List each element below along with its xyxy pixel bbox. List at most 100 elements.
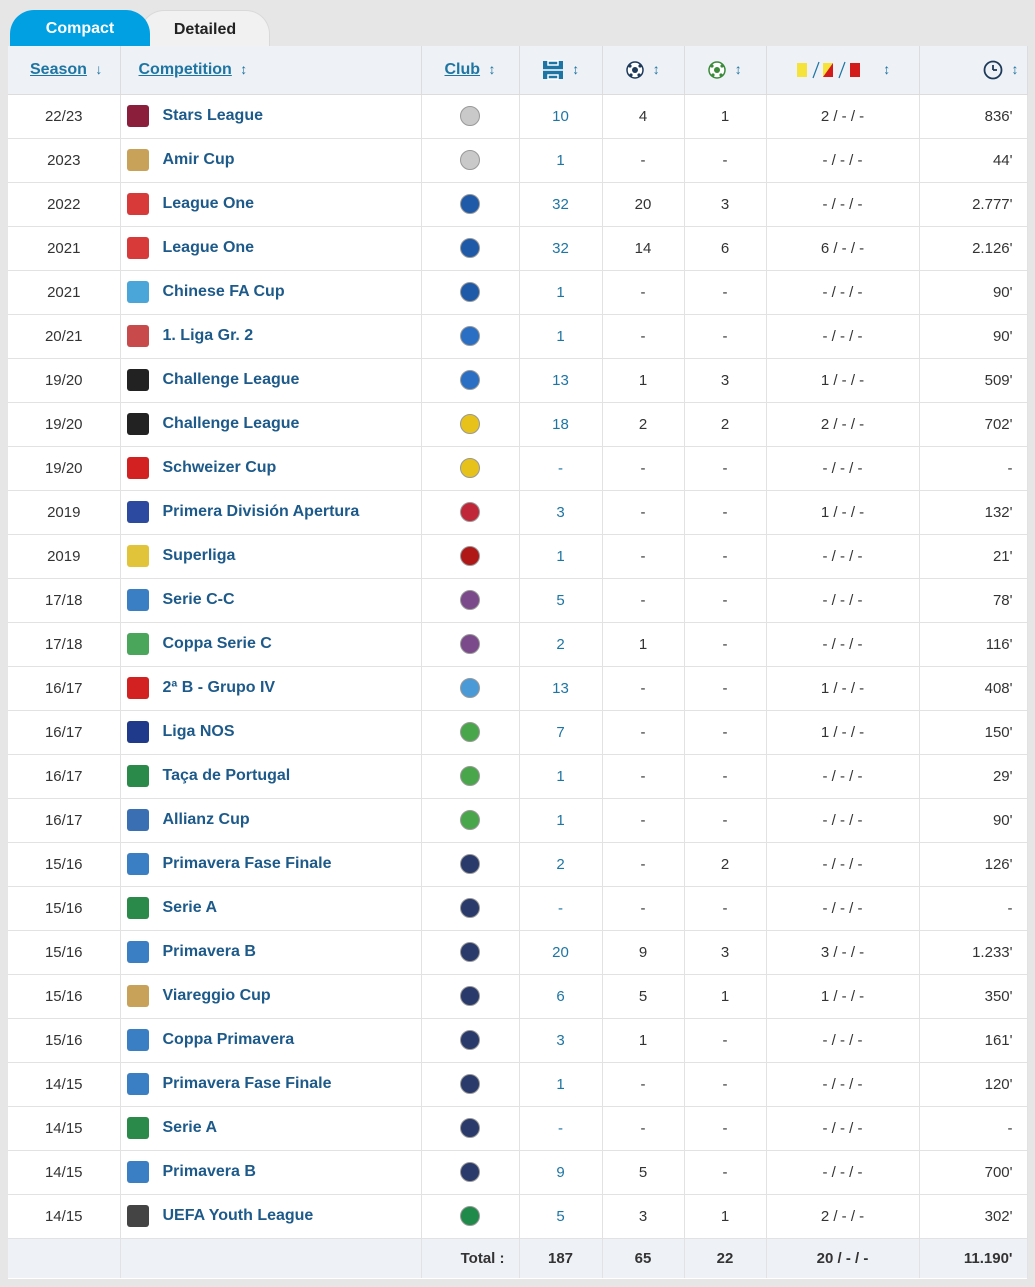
appearances-icon[interactable] <box>542 60 564 80</box>
club-crest-icon[interactable] <box>460 502 480 522</box>
club-crest-icon[interactable] <box>460 414 480 434</box>
club-crest-icon[interactable] <box>460 194 480 214</box>
competition-link[interactable]: Superliga <box>162 547 236 564</box>
competition-link[interactable]: Viareggio Cup <box>162 987 271 1004</box>
club-crest-icon[interactable] <box>460 942 480 962</box>
competition-logo-icon[interactable] <box>126 149 149 171</box>
competition-link[interactable]: League One <box>162 239 255 256</box>
competition-link[interactable]: UEFA Youth League <box>162 1207 314 1224</box>
club-crest-icon[interactable] <box>460 326 480 346</box>
sort-icon[interactable]: ↕ <box>572 60 580 77</box>
competition-logo-icon[interactable] <box>126 237 149 259</box>
competition-logo-icon[interactable] <box>126 809 149 831</box>
club-crest-icon[interactable] <box>460 1030 480 1050</box>
competition-link[interactable]: Schweizer Cup <box>162 459 277 476</box>
cards-icon[interactable] <box>795 61 875 79</box>
club-crest-icon[interactable] <box>460 370 480 390</box>
header-season-label[interactable]: Season <box>30 60 87 78</box>
club-crest-icon[interactable] <box>460 1118 480 1138</box>
club-crest-icon[interactable] <box>460 854 480 874</box>
football-icon[interactable] <box>626 60 645 79</box>
competition-link[interactable]: 2ª B - Grupo IV <box>162 679 276 696</box>
tab-compact[interactable]: Compact <box>10 10 150 46</box>
competition-link[interactable]: Liga NOS <box>162 723 235 740</box>
competition-logo-icon[interactable] <box>126 985 149 1007</box>
competition-link[interactable]: Taça de Portugal <box>162 767 291 784</box>
competition-logo-icon[interactable] <box>126 941 149 963</box>
clock-icon[interactable] <box>983 60 1003 80</box>
header-assists[interactable]: ↕ <box>684 46 767 95</box>
competition-logo-icon[interactable] <box>126 1029 149 1051</box>
competition-logo-icon[interactable] <box>126 501 149 523</box>
header-season[interactable]: Season ↓ <box>8 46 121 95</box>
competition-logo-icon[interactable] <box>126 105 149 127</box>
header-appearances[interactable]: ↕ <box>519 46 603 95</box>
sort-icon[interactable]: ↕ <box>734 60 742 77</box>
competition-link[interactable]: Primavera Fase Finale <box>162 1075 332 1092</box>
header-goals[interactable]: ↕ <box>602 46 685 95</box>
competition-link[interactable]: Primera División Apertura <box>162 503 360 520</box>
sort-icon[interactable]: ↕ <box>1011 60 1019 77</box>
competition-logo-icon[interactable] <box>126 633 149 655</box>
club-crest-icon[interactable] <box>460 722 480 742</box>
club-crest-icon[interactable] <box>460 1206 480 1226</box>
competition-link[interactable]: Primavera Fase Finale <box>162 855 332 872</box>
competition-link[interactable]: League One <box>162 195 255 212</box>
competition-logo-icon[interactable] <box>126 1117 149 1139</box>
competition-link[interactable]: Stars League <box>162 107 263 124</box>
competition-logo-icon[interactable] <box>126 325 149 347</box>
club-crest-icon[interactable] <box>460 634 480 654</box>
header-competition-label[interactable]: Competition <box>138 60 232 78</box>
header-club-label[interactable]: Club <box>444 60 481 78</box>
club-crest-icon[interactable] <box>460 678 480 698</box>
competition-link[interactable]: Allianz Cup <box>162 811 250 828</box>
competition-link[interactable]: Amir Cup <box>162 151 235 168</box>
sort-desc-icon[interactable]: ↓ <box>95 60 103 77</box>
competition-logo-icon[interactable] <box>126 853 149 875</box>
competition-logo-icon[interactable] <box>126 1073 149 1095</box>
competition-link[interactable]: Coppa Serie C <box>162 635 272 652</box>
competition-link[interactable]: Serie A <box>162 1119 218 1136</box>
header-club[interactable]: Club ↕ <box>421 46 520 95</box>
sort-icon[interactable]: ↕ <box>488 60 496 77</box>
competition-link[interactable]: Challenge League <box>162 371 300 388</box>
competition-link[interactable]: Serie A <box>162 899 218 916</box>
club-crest-icon[interactable] <box>460 898 480 918</box>
competition-logo-icon[interactable] <box>126 369 149 391</box>
competition-link[interactable]: Primavera B <box>162 1163 256 1180</box>
club-crest-icon[interactable] <box>460 106 480 126</box>
club-crest-icon[interactable] <box>460 458 480 478</box>
club-crest-icon[interactable] <box>460 546 480 566</box>
competition-link[interactable]: Coppa Primavera <box>162 1031 295 1048</box>
competition-logo-icon[interactable] <box>126 589 149 611</box>
competition-link[interactable]: Challenge League <box>162 415 300 432</box>
competition-logo-icon[interactable] <box>126 677 149 699</box>
header-cards[interactable]: ↕ <box>766 46 920 95</box>
club-crest-icon[interactable] <box>460 282 480 302</box>
club-crest-icon[interactable] <box>460 150 480 170</box>
club-crest-icon[interactable] <box>460 1162 480 1182</box>
tab-detailed[interactable]: Detailed <box>140 10 270 47</box>
competition-logo-icon[interactable] <box>126 413 149 435</box>
competition-logo-icon[interactable] <box>126 545 149 567</box>
header-minutes[interactable]: ↕ <box>919 46 1028 95</box>
competition-logo-icon[interactable] <box>126 1205 149 1227</box>
club-crest-icon[interactable] <box>460 238 480 258</box>
competition-logo-icon[interactable] <box>126 457 149 479</box>
club-crest-icon[interactable] <box>460 1074 480 1094</box>
header-competition[interactable]: Competition ↕ <box>120 46 422 95</box>
club-crest-icon[interactable] <box>460 810 480 830</box>
competition-link[interactable]: Serie C-C <box>162 591 235 608</box>
sort-icon[interactable]: ↕ <box>883 60 891 77</box>
competition-logo-icon[interactable] <box>126 281 149 303</box>
sort-icon[interactable]: ↕ <box>240 60 248 77</box>
club-crest-icon[interactable] <box>460 590 480 610</box>
assist-icon[interactable] <box>708 60 727 79</box>
competition-link[interactable]: Chinese FA Cup <box>162 283 285 300</box>
competition-link[interactable]: 1. Liga Gr. 2 <box>162 327 254 344</box>
sort-icon[interactable]: ↕ <box>652 60 660 77</box>
competition-logo-icon[interactable] <box>126 193 149 215</box>
competition-link[interactable]: Primavera B <box>162 943 256 960</box>
club-crest-icon[interactable] <box>460 766 480 786</box>
competition-logo-icon[interactable] <box>126 1161 149 1183</box>
